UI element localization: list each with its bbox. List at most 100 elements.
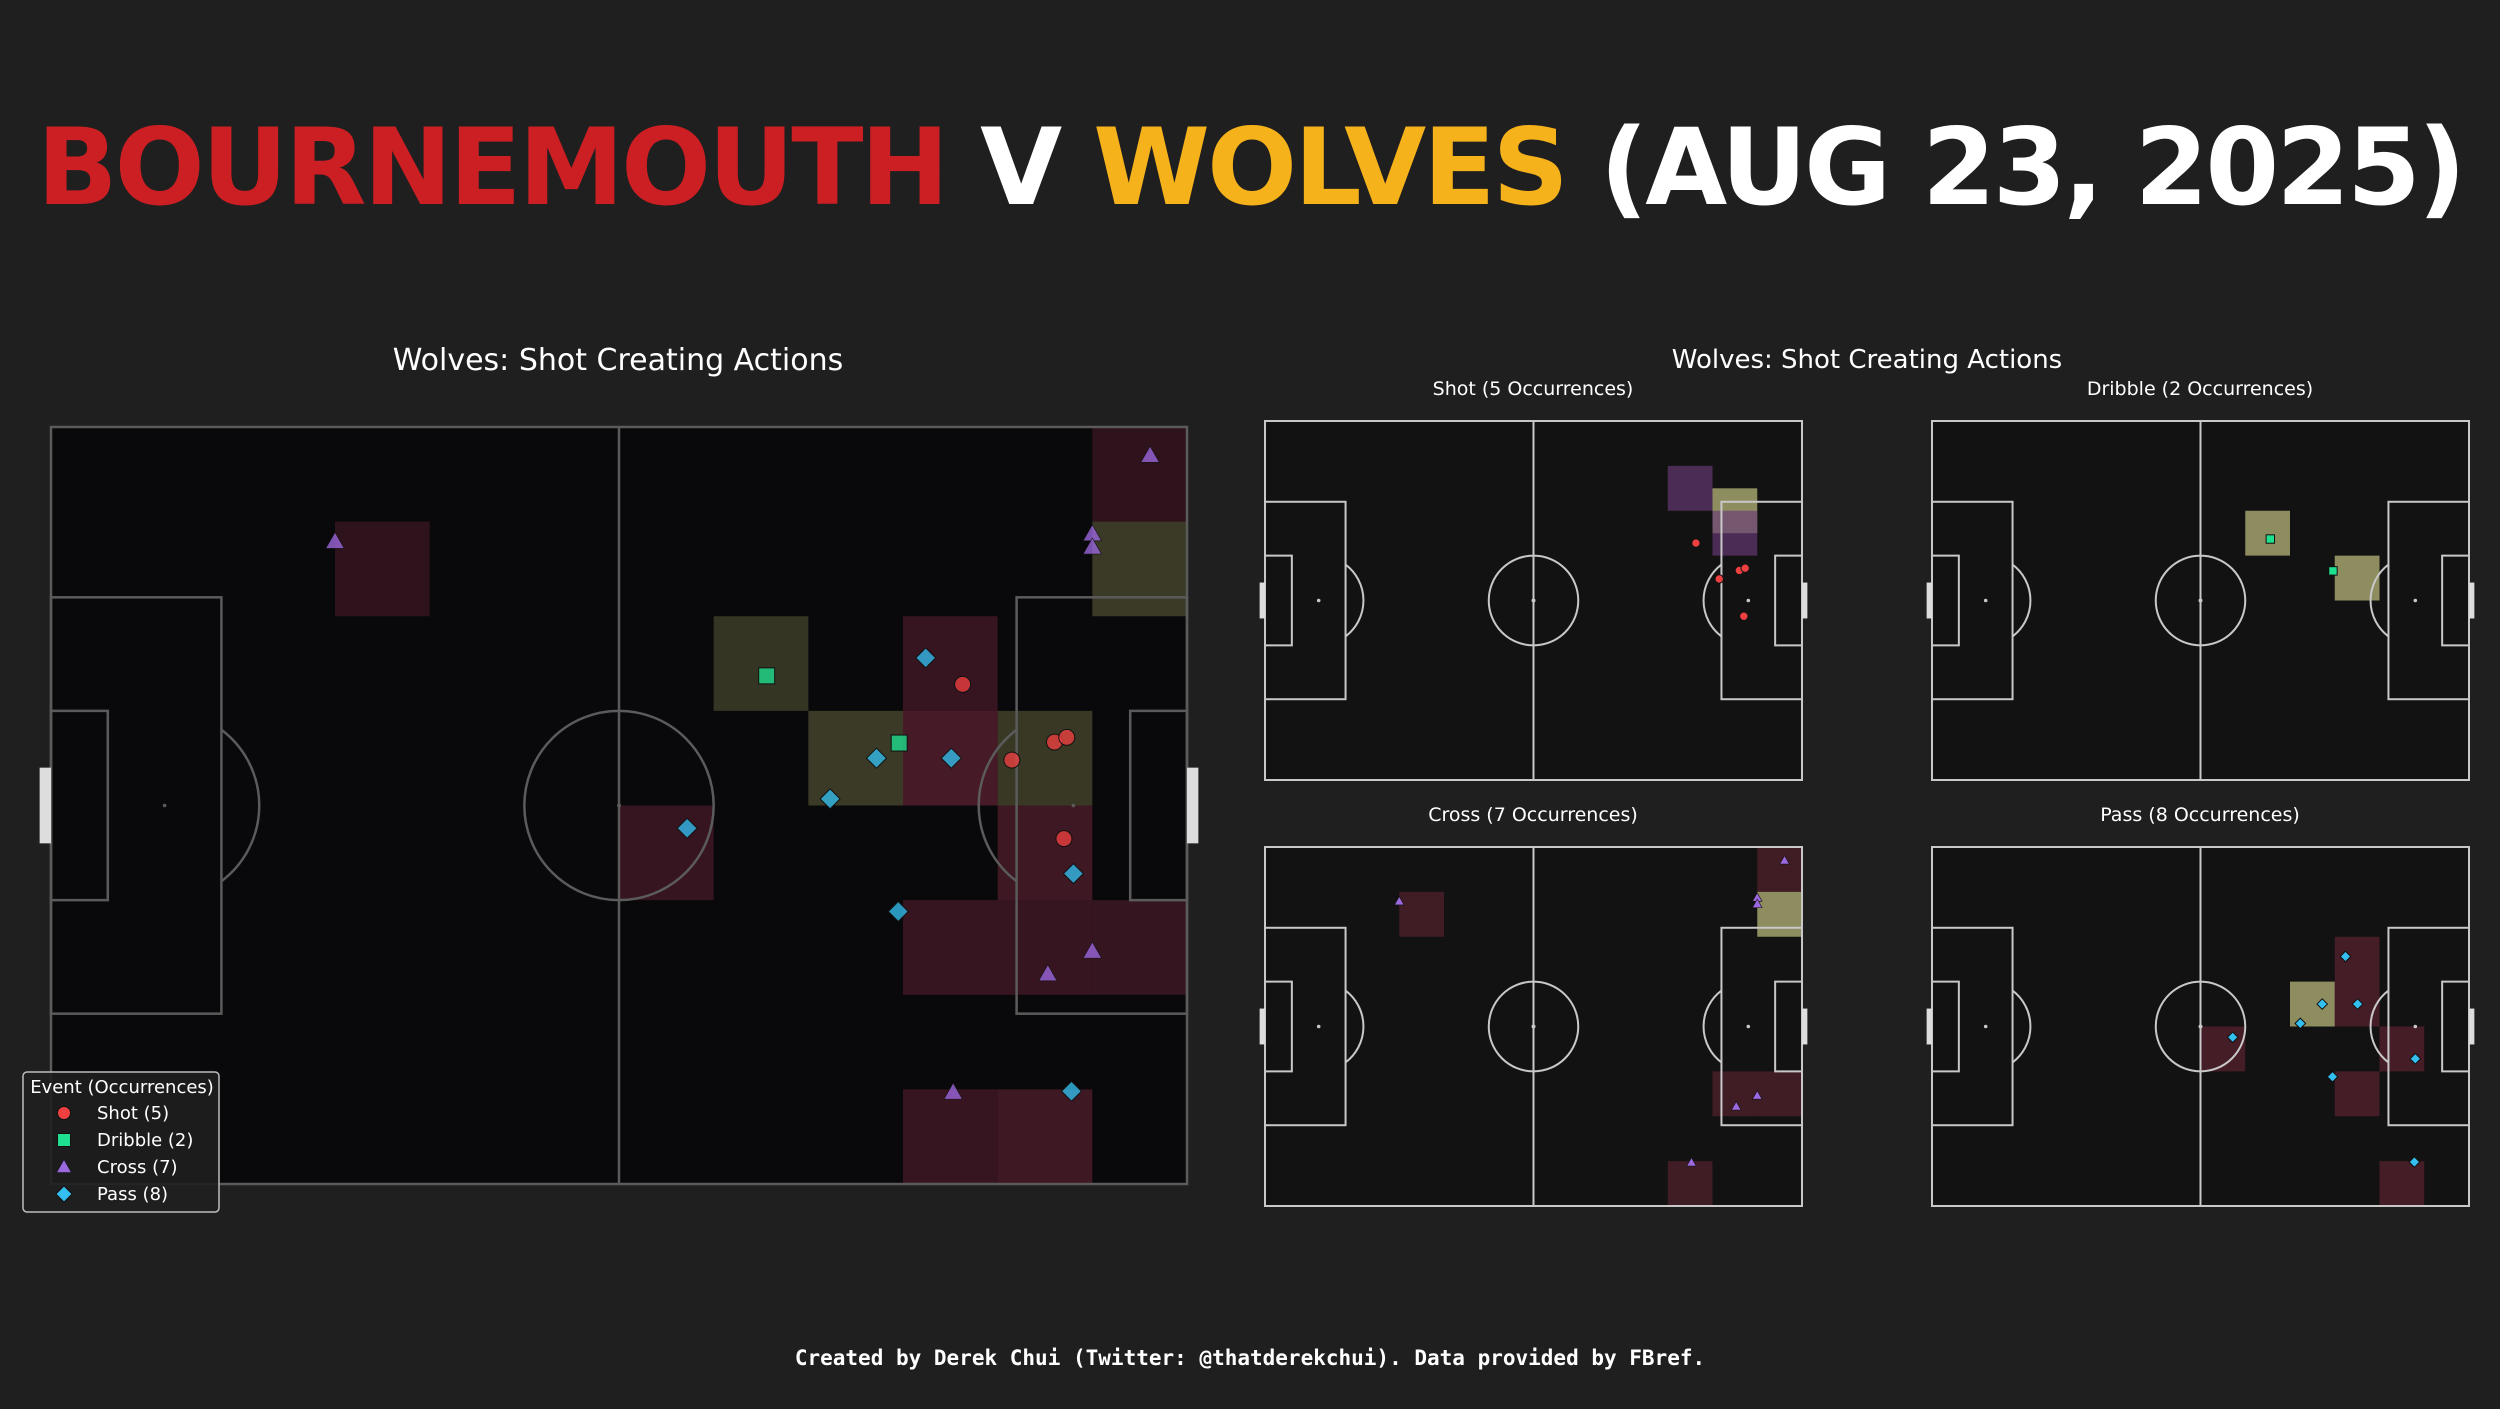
- dribble-right-goal: [2469, 582, 2475, 619]
- dribble-center-circle: [2154, 554, 2247, 647]
- cross-heat-cell: [1667, 1161, 1713, 1206]
- pass-pass-marker: [2339, 950, 2352, 963]
- shot-center-spot: [1531, 598, 1536, 603]
- cross-cross-marker: [1751, 898, 1763, 908]
- pass-chart-title: Pass (8 Occurrences): [2100, 804, 2300, 826]
- versus-label: V: [980, 106, 1062, 229]
- main-left-penalty-arc: [220, 728, 261, 883]
- pass-heat-cell: [2334, 1071, 2380, 1117]
- main-pass-marker: [887, 900, 909, 923]
- shot-left-penalty-spot: [1316, 598, 1321, 603]
- shot-shot-marker: [1740, 563, 1750, 573]
- shot-right-penalty-spot: [1746, 598, 1751, 603]
- cross-cross-marker: [1730, 1100, 1742, 1111]
- pass-pass-marker: [2326, 1070, 2339, 1083]
- main-heat-cell: [997, 1089, 1093, 1184]
- main-shot-marker: [954, 675, 972, 693]
- shot-right-penalty-arc: [1702, 563, 1723, 638]
- pass-pass-marker: [2226, 1031, 2239, 1044]
- pass-pass-marker: [2316, 998, 2329, 1011]
- dribble-center-spot: [2198, 598, 2203, 603]
- main-heat-cell: [903, 616, 998, 711]
- shot-chart-title: Shot (5 Occurrences): [1433, 378, 1634, 400]
- main-heat-cell: [1092, 427, 1187, 522]
- main-cross-marker: [943, 1082, 963, 1100]
- legend-shot-label: Shot (5): [97, 1103, 169, 1124]
- small-multiples-title: Wolves: Shot Creating Actions: [1672, 345, 2062, 375]
- legend-shot-marker: [57, 1106, 71, 1120]
- cross-right-penalty-arc: [1702, 989, 1723, 1064]
- pass-pitch-chart: Pass (8 Occurrences): [1926, 804, 2475, 1207]
- pass-left-penalty-arc: [2011, 989, 2032, 1064]
- cross-left-goal: [1259, 1008, 1265, 1045]
- pass-center-circle: [2154, 980, 2247, 1073]
- chart-legend: Event (Occurrences) Shot (5) Dribble (2) Cr…: [22, 1071, 220, 1213]
- dribble-heat-cell: [2245, 510, 2290, 556]
- main-cross-marker: [1082, 537, 1103, 555]
- cross-heat-cell: [1757, 891, 1802, 937]
- cross-heat-cell: [1757, 1071, 1802, 1117]
- shot-shot-marker: [1691, 538, 1701, 548]
- dribble-heat-cell: [2334, 555, 2380, 601]
- dribble-right-penalty-arc: [2369, 563, 2390, 638]
- dribble-left-penalty-arc: [2011, 563, 2032, 638]
- pass-left-penalty-spot: [1983, 1024, 1988, 1029]
- home-team-name: BOURNEMOUTH: [36, 106, 949, 229]
- main-right-penalty-spot: [1071, 803, 1076, 808]
- legend-cross-label: Cross (7): [97, 1157, 178, 1178]
- dribble-dribble-marker: [2328, 566, 2338, 576]
- shot-shot-marker: [1739, 611, 1749, 621]
- main-cross-marker: [1082, 941, 1103, 959]
- main-heat-cell: [808, 710, 903, 806]
- cross-left-penalty-spot: [1316, 1024, 1321, 1029]
- cross-center-spot: [1531, 1024, 1536, 1029]
- main-dribble-marker: [890, 734, 908, 752]
- main-pass-marker: [1062, 862, 1085, 885]
- main-center-spot: [617, 803, 621, 808]
- dribble-left-goal: [1926, 582, 1932, 619]
- pass-heat-cell: [2379, 1026, 2425, 1072]
- pass-heat-cell: [2334, 936, 2380, 982]
- shot-left-goal: [1259, 582, 1265, 619]
- away-team-name: WOLVES: [1093, 106, 1569, 229]
- main-heat-cell: [1092, 900, 1187, 995]
- shot-center-circle: [1487, 554, 1580, 647]
- pass-right-goal: [2469, 1008, 2475, 1045]
- main-left-penalty-spot: [162, 803, 167, 808]
- pass-pass-marker: [2294, 1017, 2307, 1030]
- main-right-goal: [1187, 767, 1199, 844]
- shot-right-goal: [1802, 582, 1808, 619]
- cross-chart-title: Cross (7 Occurrences): [1428, 804, 1638, 826]
- legend-box: [22, 1071, 220, 1213]
- dribble-left-penalty-spot: [1983, 598, 1988, 603]
- cross-cross-marker: [1393, 895, 1405, 906]
- legend-dribble-label: Dribble (2): [97, 1130, 193, 1151]
- cross-right-goal: [1802, 1008, 1808, 1045]
- main-shot-marker: [1058, 728, 1076, 746]
- legend-title: Event (Occurrences): [30, 1077, 214, 1098]
- main-dribble-marker: [758, 667, 776, 685]
- cross-heat-cell: [1399, 891, 1444, 937]
- cross-pitch-chart: Cross (7 Occurrences): [1259, 804, 1808, 1207]
- main-cross-marker: [1038, 964, 1058, 982]
- pass-pass-marker: [2408, 1156, 2421, 1168]
- cross-cross-marker: [1779, 855, 1790, 865]
- pass-pass-marker: [2351, 998, 2364, 1011]
- main-heat-cell: [713, 616, 809, 711]
- main-left-goal: [39, 767, 51, 844]
- cross-left-penalty-arc: [1344, 989, 1365, 1064]
- dribble-chart-title: Dribble (2 Occurrences): [2087, 378, 2313, 400]
- main-pass-marker: [915, 647, 937, 669]
- main-heat-cell: [335, 521, 430, 617]
- main-heat-cell: [903, 1089, 998, 1184]
- footer-credit: Created by Derek Chui (Twitter: @thatder…: [794, 1346, 1706, 1370]
- shot-shot-marker: [1714, 574, 1724, 584]
- pass-heat-cell: [2379, 1161, 2425, 1206]
- match-date: (AUG 23, 2025): [1599, 106, 2466, 229]
- main-cross-marker: [325, 531, 345, 549]
- main-heat-cell: [997, 805, 1093, 901]
- main-shot-marker: [1055, 830, 1073, 848]
- main-cross-marker: [1140, 445, 1160, 463]
- legend-dribble-marker: [57, 1133, 71, 1147]
